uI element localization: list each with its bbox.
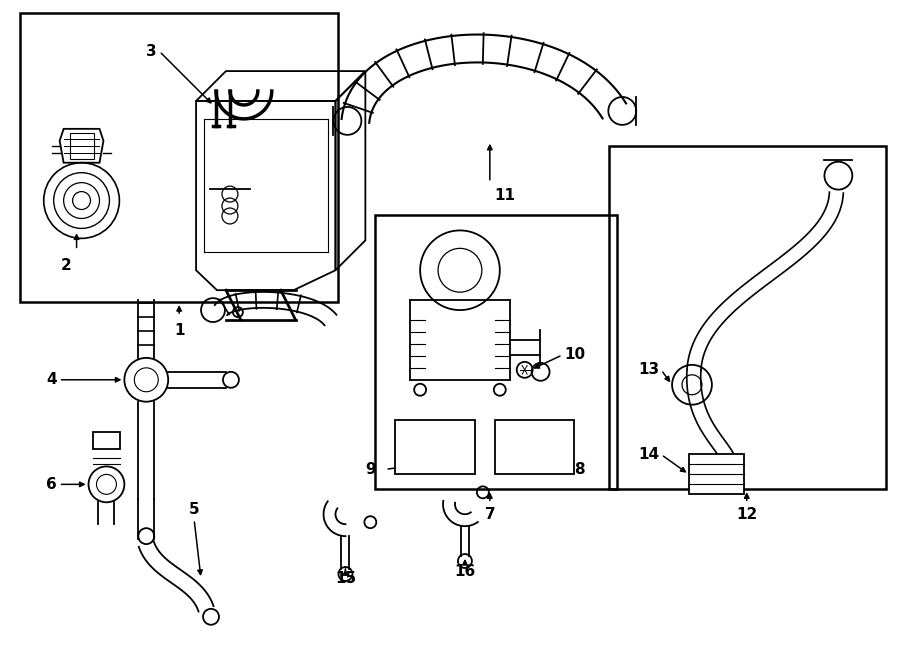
Bar bbox=[495, 420, 574, 475]
Text: 16: 16 bbox=[454, 564, 475, 580]
Text: 13: 13 bbox=[638, 362, 659, 377]
Text: 2: 2 bbox=[61, 258, 72, 273]
Text: 12: 12 bbox=[736, 507, 758, 522]
Bar bbox=[689, 455, 743, 494]
Text: 4: 4 bbox=[46, 372, 57, 387]
Text: 10: 10 bbox=[564, 348, 586, 362]
Bar bbox=[93, 432, 121, 449]
Bar bbox=[375, 215, 617, 489]
Text: 9: 9 bbox=[365, 462, 375, 477]
Bar bbox=[609, 146, 886, 489]
Text: 5: 5 bbox=[189, 502, 200, 517]
Text: 3: 3 bbox=[146, 44, 157, 59]
Text: 8: 8 bbox=[574, 462, 585, 477]
Text: 15: 15 bbox=[335, 572, 356, 586]
Text: 7: 7 bbox=[484, 507, 495, 522]
Text: 1: 1 bbox=[174, 323, 184, 338]
Text: 6: 6 bbox=[46, 477, 57, 492]
Text: 14: 14 bbox=[638, 447, 659, 462]
Text: 11: 11 bbox=[494, 188, 516, 203]
Bar bbox=[395, 420, 475, 475]
Bar bbox=[20, 13, 338, 302]
